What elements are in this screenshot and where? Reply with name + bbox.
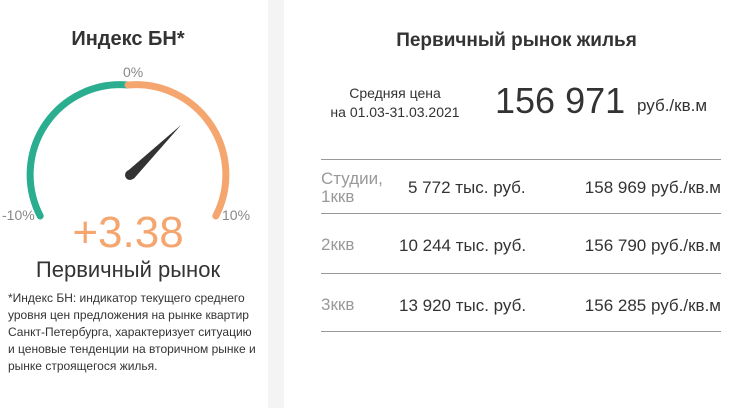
row-type-line1: Студии, — [321, 169, 383, 188]
row-type: 2ккв — [321, 236, 354, 254]
row-type: Студии, 1ккв — [321, 170, 383, 206]
table-top-divider — [321, 159, 721, 160]
index-title: Индекс БН* — [71, 28, 185, 50]
gauge-needle-hub — [125, 170, 135, 180]
avg-price-value: 156 971 — [495, 80, 626, 121]
row-type-line1: 2ккв — [321, 235, 355, 254]
row-total-price: 13 920 тыс. руб. — [399, 296, 527, 315]
avg-price-label: Средняя цена на 01.03-31.03.2021 — [320, 84, 470, 122]
avg-price-period: на 01.03-31.03.2021 — [330, 104, 460, 120]
row-price-per-sqm: 156 285 руб./кв.м — [584, 296, 721, 315]
avg-price-unit: руб./кв.м — [637, 96, 708, 115]
gauge-needle — [126, 125, 181, 179]
row-price-per-sqm: 156 790 руб./кв.м — [584, 236, 721, 255]
table-row: 3ккв 13 920 тыс. руб. 156 285 руб./кв.м — [321, 274, 721, 332]
avg-price-label-line1: Средняя цена — [349, 85, 441, 101]
index-value: +3.38 — [72, 208, 184, 257]
gauge-positive-arc — [124, 81, 230, 220]
index-footnote: *Индекс БН: индикатор текущего среднего … — [8, 291, 256, 373]
gauge-label-max: 10% — [222, 207, 251, 223]
row-type: 3ккв — [321, 296, 354, 314]
row-type-line2: 1ккв — [321, 187, 355, 206]
row-total-price: 10 244 тыс. руб. — [399, 236, 527, 255]
table-row: 2ккв 10 244 тыс. руб. 156 790 руб./кв.м — [321, 214, 721, 274]
primary-market-card: Первичный рынок жилья Средняя цена на 01… — [284, 0, 749, 408]
table-row: Студии, 1ккв 5 772 тыс. руб. 158 969 руб… — [321, 160, 721, 214]
row-type-line1: 3ккв — [321, 295, 355, 314]
market-label: Первичный рынок — [35, 257, 221, 282]
gauge-label-zero: 0% — [123, 64, 144, 80]
row-price-per-sqm: 158 969 руб./кв.м — [584, 178, 721, 197]
primary-market-title: Первичный рынок жилья — [396, 30, 637, 51]
row-total-price: 5 772 тыс. руб. — [408, 178, 526, 197]
index-card: Индекс БН* 0% -10% 10% +3.38 Первичный р… — [0, 0, 268, 408]
gauge-label-min: -10% — [2, 207, 35, 223]
index-gauge — [26, 81, 230, 220]
gauge-negative-arc — [26, 81, 132, 220]
